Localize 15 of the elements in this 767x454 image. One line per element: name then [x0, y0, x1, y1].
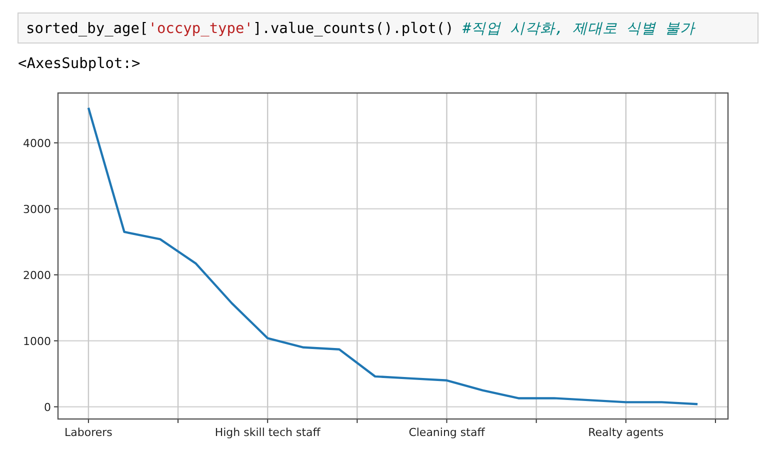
- x-tick-label: Realty agents: [588, 426, 664, 439]
- y-tick-label: 2000: [23, 268, 51, 282]
- x-tick-label: Laborers: [64, 426, 113, 439]
- x-tick-label: High skill tech staff: [214, 426, 321, 439]
- y-tick-label: 4000: [23, 136, 51, 150]
- text: ].value_counts().plot(): [252, 21, 454, 37]
- y-tick-label: 0: [44, 400, 51, 414]
- text: #직업 시각화, 제대로 식별 불가: [454, 21, 696, 37]
- text: 'occyp_type': [148, 21, 253, 37]
- text: sorted_by_age[: [26, 21, 148, 37]
- text: <AxesSubplot:>: [18, 56, 140, 72]
- line-series: [87, 106, 699, 406]
- x-tick-label: Cleaning staff: [408, 426, 486, 439]
- y-tick-label: 1000: [23, 334, 51, 348]
- y-tick-label: 3000: [23, 202, 51, 216]
